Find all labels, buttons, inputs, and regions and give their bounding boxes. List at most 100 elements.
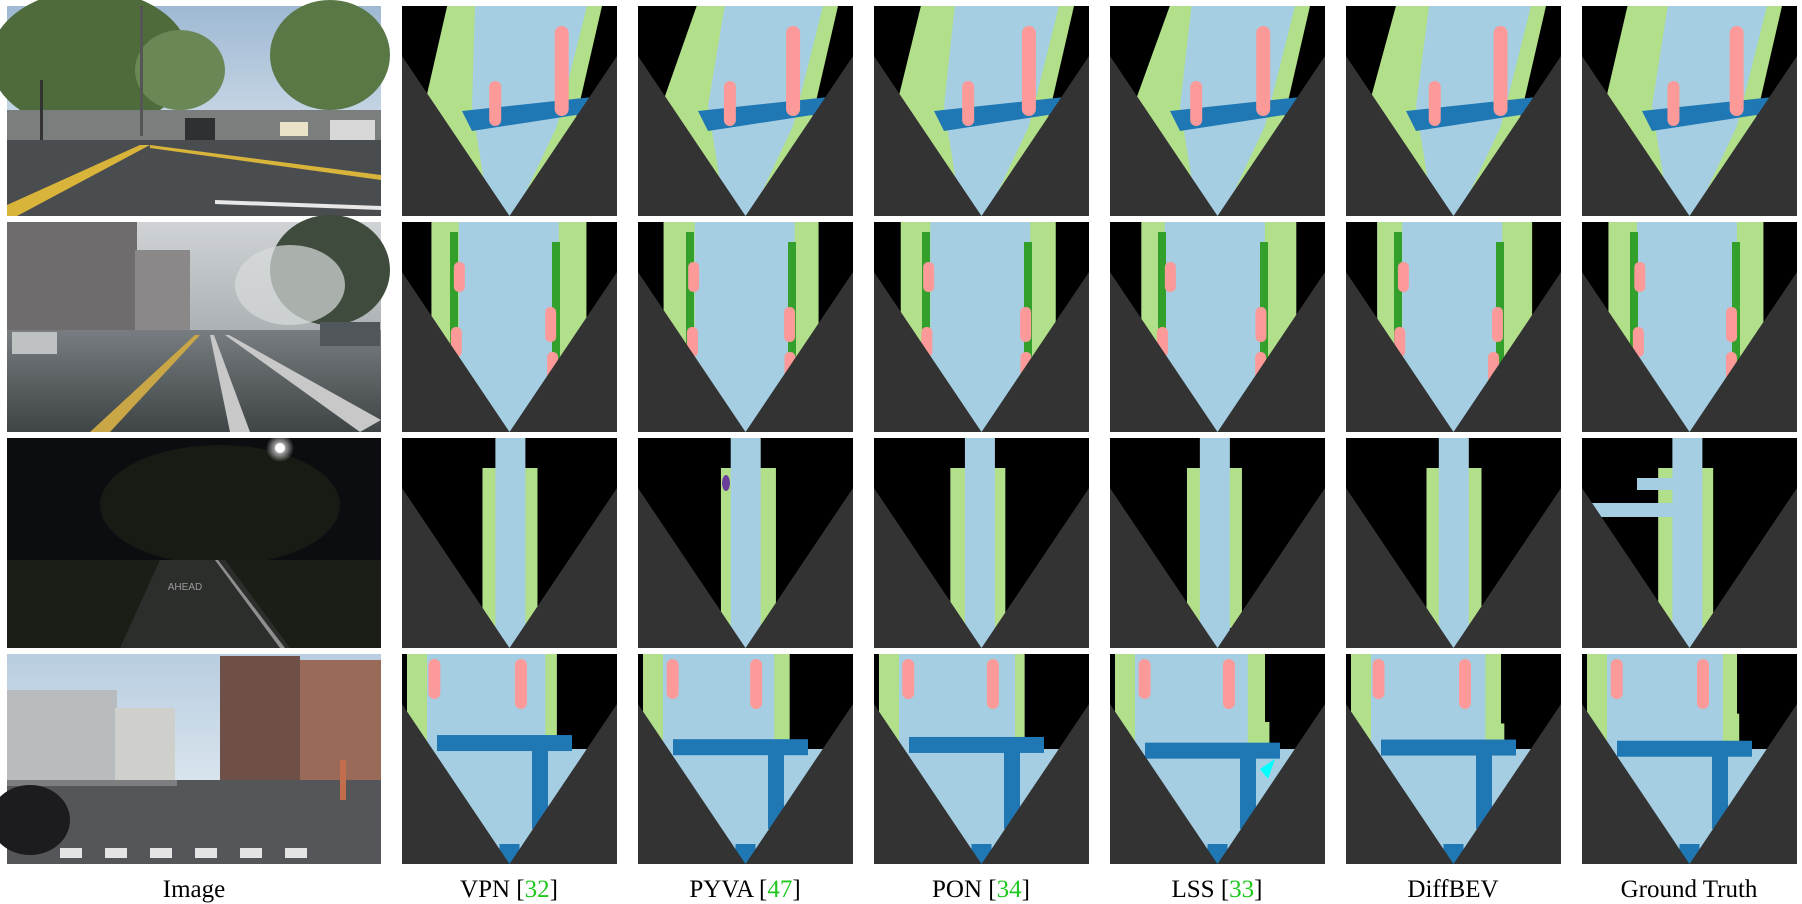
outside-fov-right [1217, 56, 1325, 216]
caption-image: Image [163, 876, 225, 903]
column-captions: Image VPN [32] PYVA [47] PON [34] LSS [33] Di… [163, 876, 1758, 903]
bev-map-gt-row-1 [1582, 6, 1797, 216]
outside-fov-right [1217, 272, 1325, 432]
caption-diffbev: DiffBEV [1407, 876, 1498, 903]
car-object [1397, 262, 1409, 292]
car-object [1190, 81, 1203, 126]
car-object [1458, 659, 1471, 709]
outside-fov-left [1110, 704, 1218, 864]
citation-link[interactable]: 47 [767, 876, 792, 903]
car-object [1634, 262, 1646, 292]
crossing-region [1476, 749, 1492, 829]
bev-background [557, 654, 617, 718]
bev-map-gt-row-2 [1582, 222, 1797, 432]
outside-fov-left [1582, 56, 1690, 216]
outside-fov-left [1346, 704, 1454, 864]
camera-image-row-1 [0, 0, 390, 216]
citation-link[interactable]: 34 [997, 876, 1023, 903]
outside-fov-left [874, 272, 982, 432]
caption-lss: LSS [33] [1172, 876, 1263, 903]
car-object [1020, 307, 1032, 342]
crossing-region [1406, 96, 1546, 131]
crossing-region [1617, 740, 1752, 757]
bev-background [1265, 654, 1325, 722]
outside-fov-right [1689, 704, 1797, 864]
bev-map-lss-row-4 [1110, 654, 1325, 864]
bev-map-pon-row-3 [874, 438, 1089, 648]
bev-map-diffbev-row-1 [1346, 6, 1561, 216]
car-object [1632, 327, 1644, 357]
pedestrian-object [722, 475, 730, 491]
car-object [1492, 307, 1504, 342]
outside-fov-right [509, 488, 617, 648]
caption-label: LSS [1172, 876, 1215, 903]
caption-bracket: [ [1215, 876, 1230, 903]
car-object [453, 262, 465, 292]
outside-fov-right [745, 488, 853, 648]
outside-fov-right [981, 488, 1089, 648]
caption-bracket: ] [792, 876, 800, 903]
caption-bracket: [ [753, 876, 768, 903]
outside-fov-right [745, 56, 853, 216]
car-object [723, 81, 736, 126]
bev-map-gt-row-3 [1582, 438, 1797, 648]
crossing-region [673, 739, 808, 756]
outside-fov-left [1346, 488, 1454, 648]
drivable-region [964, 438, 995, 648]
caption-vpn: VPN [32] [460, 876, 558, 903]
drivable-region [1672, 438, 1703, 648]
car-object [666, 659, 679, 699]
crossing-region [768, 749, 784, 829]
car-object [923, 262, 935, 292]
bev-map-pon-row-4 [874, 654, 1089, 864]
car-object [1729, 26, 1744, 116]
carpark-region [1158, 232, 1166, 382]
outside-fov-right [1453, 56, 1561, 216]
citation-link[interactable]: 33 [1229, 876, 1254, 903]
bev-map-vpn-row-3 [402, 438, 617, 648]
car-object [688, 262, 700, 292]
outside-fov-right [1453, 704, 1561, 864]
bev-map-pon-row-2 [874, 222, 1089, 432]
road-marking: AHEAD [168, 582, 202, 593]
outside-fov-left [402, 488, 510, 648]
car-object [784, 307, 796, 342]
caption-label: Image [163, 876, 225, 903]
citation-link[interactable]: 32 [525, 876, 550, 903]
car-object [750, 659, 763, 709]
carpark-region [686, 232, 694, 382]
caption-bracket: ] [1022, 876, 1030, 903]
caption-pon: PON [34] [932, 876, 1030, 903]
carpark-region [450, 232, 458, 382]
outside-fov-left [638, 704, 746, 864]
car-object [545, 307, 557, 342]
caption-bracket: ] [1254, 876, 1262, 903]
car-object [428, 659, 441, 699]
caption-label: PON [932, 876, 982, 903]
bev-map-vpn-row-1 [402, 6, 617, 216]
car-object [489, 81, 502, 126]
outside-fov-left [1582, 272, 1690, 432]
bev-map-pyva-row-4 [638, 654, 853, 864]
drivable-region [1199, 438, 1230, 648]
outside-fov-right [981, 56, 1089, 216]
crossing-region [1004, 749, 1020, 829]
outside-fov-right [981, 272, 1089, 432]
bev-map-gt-row-4 [1582, 654, 1797, 864]
outside-fov-right [1217, 704, 1325, 864]
outside-fov-left [402, 704, 510, 864]
bev-map-diffbev-row-3 [1346, 438, 1561, 648]
bev-map-lss-row-2 [1110, 222, 1325, 432]
caption-bracket: [ [510, 876, 525, 903]
drivable-region [495, 438, 526, 648]
bev-map-pon-row-1 [874, 6, 1089, 216]
outside-fov-left [1110, 56, 1218, 216]
car-object [986, 659, 999, 709]
drivable-region [1637, 478, 1697, 490]
outside-fov-right [745, 704, 853, 864]
drivable-region [730, 438, 761, 648]
car-object [1372, 659, 1385, 699]
caption-label: PYVA [689, 876, 754, 903]
caption-bracket: [ [982, 876, 997, 903]
